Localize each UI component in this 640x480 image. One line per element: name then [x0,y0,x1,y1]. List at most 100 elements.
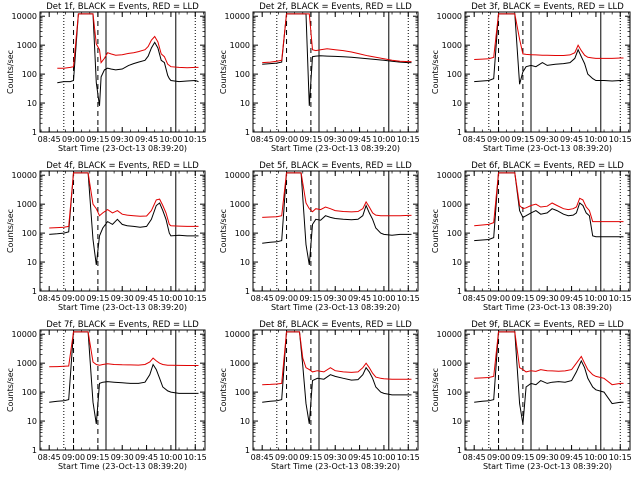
x-axis-label: Start Time (23-Oct-13 08:39:20) [271,462,400,471]
y-tick-label: 10 [452,99,462,108]
series-red [262,172,412,218]
y-tick-label: 1000 [230,41,250,50]
series-red [49,172,199,229]
x-tick-label: 09:30 [536,294,559,303]
x-tick-label: 10:15 [397,135,420,144]
y-axis-label: Counts/sec [431,209,440,253]
x-tick-label: 09:15 [299,135,322,144]
y-tick-label: 10000 [437,12,462,21]
x-tick-label: 09:00 [275,294,298,303]
y-tick-label: 10000 [225,12,250,21]
x-tick-label: 08:45 [463,453,486,462]
series-red [262,331,412,386]
x-tick-label: 10:00 [584,135,607,144]
y-tick-label: 100 [22,388,37,397]
panel-det-4: Det 4f, BLACK = Events, RED = LLD 1 10 100 1… [6,161,207,312]
x-tick-label: 09:15 [299,453,322,462]
y-tick-label: 1 [32,446,37,455]
y-tick-label: 10 [240,258,250,267]
y-tick-label: 100 [22,229,37,238]
y-tick-label: 1 [457,128,462,137]
x-tick-label: 09:15 [86,135,109,144]
x-tick-label: 09:00 [487,294,510,303]
x-tick-label: 09:45 [135,453,158,462]
y-tick-label: 100 [447,388,462,397]
x-tick-label: 10:15 [609,453,632,462]
panel-det-8: Det 8f, BLACK = Events, RED = LLD 1 10 100 1… [219,320,420,471]
panel-title: Det 3f, BLACK = Events, RED = LLD [471,2,624,12]
x-tick-label: 10:15 [397,453,420,462]
y-tick-label: 10 [27,417,37,426]
y-tick-label: 10 [452,417,462,426]
x-tick-label: 09:00 [275,453,298,462]
y-tick-label: 10 [240,99,250,108]
x-tick-label: 09:30 [536,135,559,144]
y-tick-label: 1000 [230,359,250,368]
y-tick-label: 1 [457,287,462,296]
series-red [49,331,199,368]
x-tick-label: 10:15 [609,294,632,303]
x-tick-label: 09:00 [487,453,510,462]
y-tick-label: 1000 [17,41,37,50]
y-tick-label: 100 [447,70,462,79]
x-tick-label: 08:45 [251,135,274,144]
x-tick-label: 10:00 [372,135,395,144]
series-red [474,172,624,227]
x-tick-label: 08:45 [251,294,274,303]
y-axis-label: Counts/sec [431,368,440,412]
y-tick-label: 1 [245,128,250,137]
panel-title: Det 6f, BLACK = Events, RED = LLD [471,161,624,171]
panel-title: Det 4f, BLACK = Events, RED = LLD [46,161,199,171]
x-tick-label: 09:45 [560,453,583,462]
panel-title: Det 1f, BLACK = Events, RED = LLD [46,2,199,12]
x-tick-label: 08:45 [38,294,61,303]
y-tick-label: 10000 [225,171,250,180]
x-tick-label: 09:30 [111,135,134,144]
x-tick-label: 09:45 [348,294,371,303]
x-tick-label: 08:45 [251,453,274,462]
y-tick-label: 1000 [17,200,37,209]
x-tick-label: 09:45 [560,294,583,303]
x-tick-label: 10:00 [159,453,182,462]
series-red [57,13,199,69]
x-tick-label: 09:30 [324,135,347,144]
y-tick-label: 10 [27,99,37,108]
panel-title: Det 5f, BLACK = Events, RED = LLD [259,161,412,171]
y-tick-label: 10000 [12,12,37,21]
x-tick-label: 09:00 [62,294,85,303]
y-tick-label: 100 [235,70,250,79]
y-axis-label: Counts/sec [6,50,15,94]
y-tick-label: 1 [32,287,37,296]
panel-det-5: Det 5f, BLACK = Events, RED = LLD 1 10 100 1… [219,161,420,312]
x-tick-label: 09:00 [62,135,85,144]
y-tick-label: 1000 [442,200,462,209]
panel-det-1: Det 1f, BLACK = Events, RED = LLD 1 10 100 1… [6,2,207,153]
x-tick-label: 08:45 [463,294,486,303]
y-tick-label: 1000 [442,41,462,50]
x-tick-label: 09:30 [111,294,134,303]
x-tick-label: 09:15 [511,135,534,144]
x-tick-label: 10:00 [372,294,395,303]
series-red [262,13,412,64]
y-axis-label: Counts/sec [219,209,228,253]
x-tick-label: 10:15 [184,135,207,144]
x-tick-label: 09:30 [324,294,347,303]
series-red [474,331,624,386]
x-tick-label: 09:15 [299,294,322,303]
x-tick-label: 10:00 [159,294,182,303]
y-tick-label: 10000 [225,330,250,339]
x-axis-label: Start Time (23-Oct-13 08:39:20) [271,303,400,312]
x-tick-label: 09:15 [511,453,534,462]
x-tick-label: 10:15 [609,135,632,144]
panel-title: Det 9f, BLACK = Events, RED = LLD [471,320,624,330]
panel-title: Det 2f, BLACK = Events, RED = LLD [259,2,412,12]
x-tick-label: 10:15 [184,453,207,462]
y-tick-label: 1000 [442,359,462,368]
y-tick-label: 10000 [12,330,37,339]
x-tick-label: 10:00 [372,453,395,462]
y-tick-label: 10000 [437,171,462,180]
x-tick-label: 09:00 [275,135,298,144]
x-tick-label: 09:30 [111,453,134,462]
y-tick-label: 1000 [17,359,37,368]
y-axis-label: Counts/sec [431,50,440,94]
